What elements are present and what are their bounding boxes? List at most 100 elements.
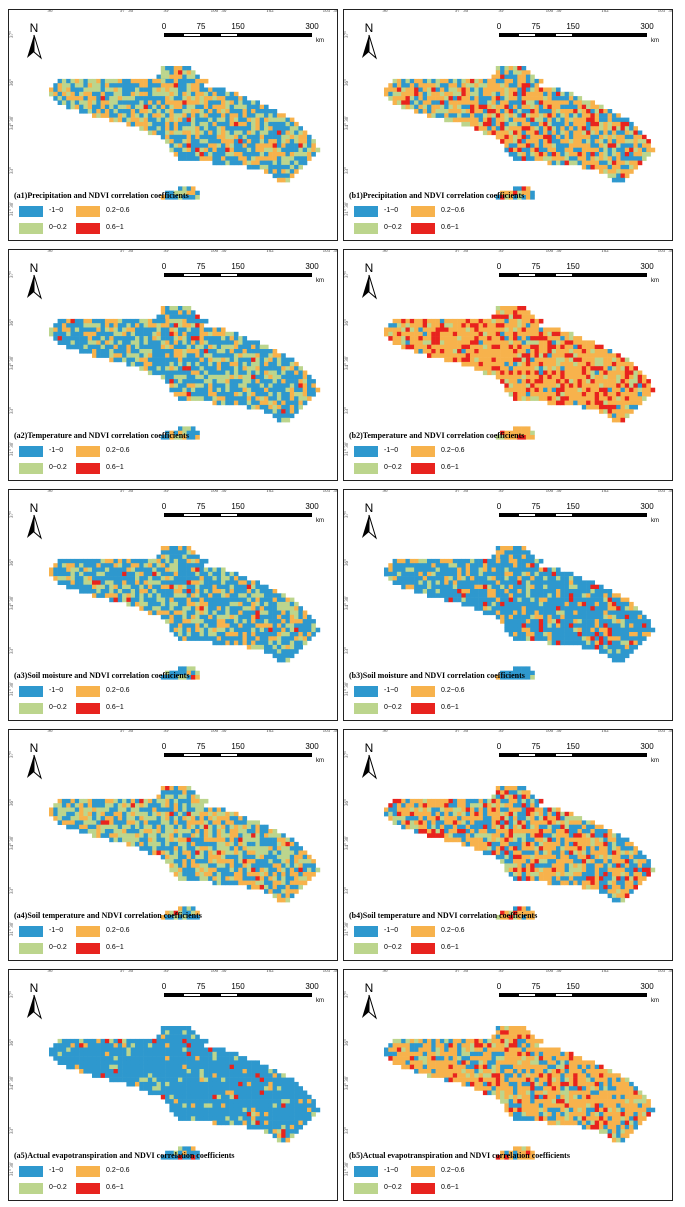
raster-cell (504, 366, 509, 371)
raster-cell (255, 134, 260, 140)
raster-cell (611, 383, 617, 388)
raster-cell (461, 571, 466, 577)
raster-cell (457, 353, 462, 358)
raster-cell (246, 400, 252, 406)
raster-cell (70, 571, 76, 577)
raster-cell (487, 366, 492, 371)
raster-cell (642, 396, 647, 401)
raster-cell (268, 169, 273, 174)
raster-cell (590, 353, 595, 358)
raster-cell (620, 126, 626, 131)
raster-cell (586, 584, 591, 590)
raster-cell (414, 584, 419, 590)
raster-cell (384, 87, 389, 93)
raster-cell (182, 66, 187, 71)
raster-cell (87, 318, 93, 324)
raster-cell (551, 113, 557, 118)
raster-cell (620, 387, 626, 393)
raster-cell (551, 606, 557, 611)
raster-cell (513, 96, 518, 101)
raster-cell (392, 580, 398, 585)
raster-cell (281, 177, 286, 183)
scale-segment (201, 513, 220, 517)
raster-cell (117, 353, 123, 358)
raster-cell (568, 580, 574, 585)
raster-cell (87, 109, 93, 114)
raster-cell (564, 96, 570, 101)
raster-cell (603, 392, 608, 397)
raster-cell (431, 100, 436, 105)
raster-cell (495, 546, 501, 551)
raster-cell (474, 96, 479, 101)
raster-cell (165, 310, 170, 315)
raster-cell (178, 632, 183, 637)
raster-cell (83, 558, 88, 564)
raster-cell (195, 126, 200, 131)
raster-cell (521, 74, 527, 80)
raster-cell (534, 584, 540, 590)
raster-cell (624, 370, 630, 376)
raster-cell (508, 306, 514, 311)
raster-cell (74, 96, 80, 101)
raster-cell (259, 152, 265, 157)
raster-cell (212, 353, 217, 358)
raster-cell (504, 143, 509, 148)
raster-cell (182, 435, 187, 440)
raster-cell (246, 597, 252, 603)
raster-cell (491, 96, 497, 101)
scale-label: 75 (531, 502, 541, 511)
raster-cell (448, 563, 454, 568)
raster-cell (401, 327, 406, 333)
raster-cell (452, 580, 458, 585)
raster-cell (452, 584, 458, 590)
raster-cell (603, 147, 608, 153)
raster-cell (53, 327, 58, 333)
raster-cell (525, 392, 531, 397)
raster-cell (517, 306, 522, 311)
raster-cell (195, 318, 200, 324)
raster-cell (294, 396, 299, 401)
raster-cell (143, 361, 149, 367)
raster-cell (195, 117, 200, 123)
raster-cell (139, 571, 144, 577)
raster-cell (259, 357, 265, 363)
raster-cell (66, 87, 71, 93)
raster-cell (190, 117, 196, 123)
raster-cell (294, 644, 299, 650)
raster-cell (564, 143, 570, 148)
raster-cell (186, 370, 192, 376)
raster-cell (190, 70, 196, 75)
raster-cell (242, 336, 248, 341)
raster-cell (147, 83, 153, 88)
raster-cell (517, 584, 522, 590)
raster-cell (225, 340, 230, 345)
raster-cell (401, 104, 406, 110)
raster-cell (525, 383, 531, 388)
raster-cell (109, 589, 114, 594)
raster-cell (577, 336, 583, 341)
raster-cell (603, 396, 608, 401)
raster-cell (521, 563, 527, 568)
raster-cell (165, 435, 170, 440)
raster-cell (388, 563, 393, 568)
raster-cell (169, 546, 174, 551)
raster-cell (487, 104, 492, 110)
raster-cell (500, 117, 505, 123)
raster-cell (221, 632, 226, 637)
raster-cell (238, 623, 243, 628)
raster-cell (508, 126, 514, 131)
raster-cell (551, 374, 557, 380)
raster-cell (178, 610, 183, 616)
raster-cell (186, 104, 192, 110)
raster-cell (229, 589, 235, 594)
raster-cell (117, 597, 123, 603)
raster-cell (143, 601, 149, 607)
raster-cell (113, 567, 119, 573)
raster-cell (251, 121, 256, 127)
raster-cell (543, 576, 548, 581)
raster-cell (594, 109, 600, 114)
raster-cell (147, 96, 153, 101)
raster-cell (74, 571, 80, 577)
raster-cell (264, 610, 269, 616)
raster-cell (186, 340, 192, 345)
